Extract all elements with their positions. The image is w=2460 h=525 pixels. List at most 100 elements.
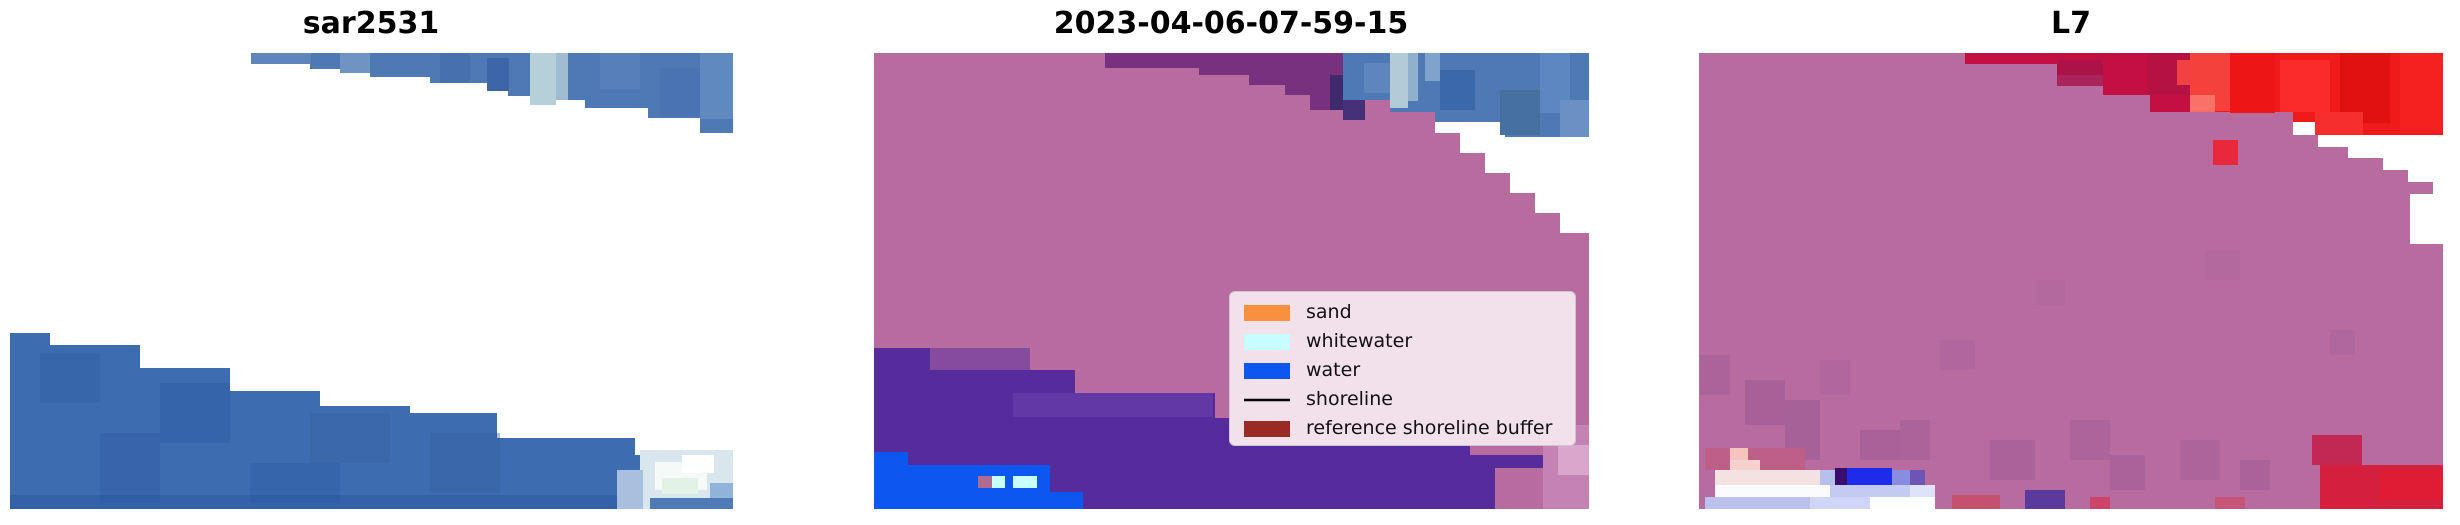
texture-pixel [650,498,733,509]
indigo-pixel [1343,95,1365,120]
texture-pixel [1715,485,1830,497]
texture-pixel [2180,440,2220,480]
texture-pixel [1990,440,2035,480]
sar-bottom-region [10,333,733,509]
texture-pixel [40,353,100,403]
texture-pixel [2400,53,2443,133]
pink-blob [1495,468,1543,509]
texture-pixel [2025,490,2065,509]
texture-pixel [700,53,733,119]
texture-pixel [1730,448,1748,460]
texture-pixel [1390,53,1408,108]
legend-row-ref-buffer: reference shoreline buffer [1244,414,1575,443]
texture-pixel [2190,95,2215,112]
white-step-wedge [2410,194,2443,244]
corner-texture [1364,53,1589,137]
texture-pixel [2070,420,2110,460]
sar-bottom-texture [10,353,733,509]
texture-pixel [487,58,509,91]
pink-blob [1558,445,1589,475]
legend-row-shoreline: shoreline [1244,385,1575,414]
texture-pixel [1900,420,1930,460]
texture-pixel [2315,112,2363,135]
texture-pixel [556,53,568,100]
panel-title-l7: L7 [2051,6,2091,41]
shoreline-line-swatch [1244,398,1290,401]
texture-pixel [1892,470,1910,485]
texture-pixel [617,470,643,509]
texture-pixel [2035,280,2065,305]
texture-pixel [1560,100,1589,137]
texture-pixel [1730,460,1760,472]
bottom-right-reds [1952,435,2443,509]
legend-row-sand: sand [1244,298,1575,327]
texture-pixel [440,53,470,83]
texture-pixel [1860,430,1900,460]
water-swatch-rect [1244,362,1290,379]
texture-pixel [1425,53,1440,81]
texture-pixel [100,433,160,503]
legend-label-water: water [1306,359,1361,381]
texture-pixel [1440,70,1475,110]
legend-row-whitewater: whitewater [1244,327,1575,356]
panel-sar2531 [10,53,733,509]
texture-pixel [1705,497,1810,509]
texture-pixel [2057,60,2103,86]
texture-pixel [10,495,733,509]
texture-pixel [310,413,390,463]
texture-pixel [1910,470,1925,485]
sand-swatch-rect [1244,304,1290,321]
texture-pixel [1408,53,1418,101]
dark-purple-strip [1105,53,1343,110]
texture-pixel [1940,340,1975,370]
texture-pixel [340,53,370,73]
legend-label-sand: sand [1306,301,1352,323]
texture-pixel [1870,497,1935,509]
texture-pixel [2230,53,2275,113]
texture-pixel [2215,497,2245,509]
texture-pixel [660,68,705,116]
legend-label-whitewater: whitewater [1306,330,1413,352]
panel-title-sar2531: sar2531 [302,6,440,41]
texture-pixel [1013,393,1213,417]
red-pixel [2213,140,2238,165]
texture-pixel [1500,90,1540,135]
texture-pixel [1820,360,1850,395]
texture-pixel [930,348,1030,370]
l7-image [1699,53,2443,509]
bottom-left-cluster [1705,448,1935,509]
crimson-strip [1965,53,2190,112]
texture-pixel [2177,60,2192,85]
texture-pixel [2312,435,2362,465]
texture-pixel [1847,468,1892,488]
texture-pixel [2240,460,2270,490]
mauve-noise [1700,250,2355,490]
texture-pixel [2090,497,2110,509]
whitewater-swatch-rect [1244,333,1290,350]
ref-buffer-swatch [1244,420,1290,437]
legend-label-shoreline: shoreline [1306,388,1393,410]
texture-pixel [530,53,556,105]
texture-pixel [1700,355,1730,395]
white-step-wedge [1435,112,1589,233]
texture-pixel [430,433,500,493]
texture-pixel [160,383,230,443]
legend-label-ref-buffer: reference shoreline buffer [1306,417,1553,439]
texture-pixel [2205,250,2240,280]
whitewater-swatch [1244,333,1290,350]
texture-pixel [1910,485,1935,497]
texture-pixel [1810,497,1870,509]
texture-pixel [1715,470,1830,485]
texture-pixel [1364,63,1390,93]
texture-pixel [1830,485,1910,497]
legend-row-water: water [1244,356,1575,385]
texture-pixel [600,53,640,89]
texture-pixel [662,478,698,494]
texture-pixel [2380,470,2443,500]
texture-pixel [251,53,311,64]
texture-pixel [2280,60,2330,112]
sar-band-texture [251,53,733,119]
legend-box: sand whitewater water shoreline referenc… [1229,291,1576,446]
whitewater-pixel [1013,476,1037,488]
sand-swatch [1244,304,1290,321]
